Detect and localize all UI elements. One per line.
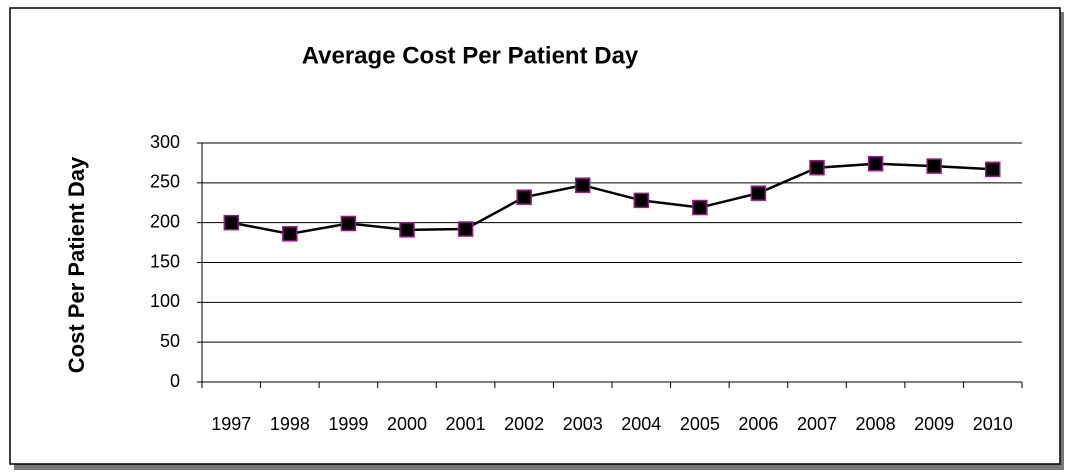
x-tick-label: 2003 [563, 414, 603, 434]
chart-title: Average Cost Per Patient Day [302, 42, 639, 69]
y-tick-label: 0 [170, 371, 180, 391]
y-tick-label: 50 [160, 331, 180, 351]
point-marker [399, 222, 415, 238]
point-marker [457, 221, 474, 237]
point-marker [223, 214, 240, 231]
point-marker [809, 159, 825, 176]
series-line [231, 162, 993, 236]
point-marker [750, 185, 767, 201]
x-tick-label: 2007 [797, 414, 837, 434]
x-tick-label: 2010 [973, 414, 1013, 434]
y-axis-label: Cost Per Patient Day [64, 156, 89, 373]
point-marker [574, 177, 591, 193]
y-tick-label: 150 [150, 251, 180, 271]
point-marker [282, 226, 298, 242]
point-marker [867, 155, 884, 172]
point-marker [340, 215, 357, 232]
point-marker [984, 161, 1001, 178]
x-tick-label: 2004 [621, 414, 661, 434]
x-tick-label: 1997 [211, 414, 251, 434]
y-tick-label: 100 [150, 291, 180, 311]
x-tick-label: 2001 [446, 414, 486, 434]
x-tick-label: 2000 [387, 414, 427, 434]
y-tick-label: 300 [150, 132, 180, 152]
point-marker [516, 189, 532, 205]
x-tick-label: 1998 [270, 414, 310, 434]
x-tick-label: 2009 [914, 414, 954, 434]
x-tick-label: 2006 [738, 414, 778, 434]
x-tick-label: 2005 [680, 414, 720, 434]
y-tick-label: 250 [150, 172, 180, 192]
point-marker [692, 199, 708, 216]
point-marker [633, 192, 650, 209]
point-marker [926, 158, 942, 174]
x-tick-label: 2002 [504, 414, 544, 434]
x-tick-label: 2008 [856, 414, 896, 434]
x-tick-label: 1999 [328, 414, 368, 434]
frame [9, 7, 1061, 465]
y-tick-label: 200 [150, 211, 180, 231]
